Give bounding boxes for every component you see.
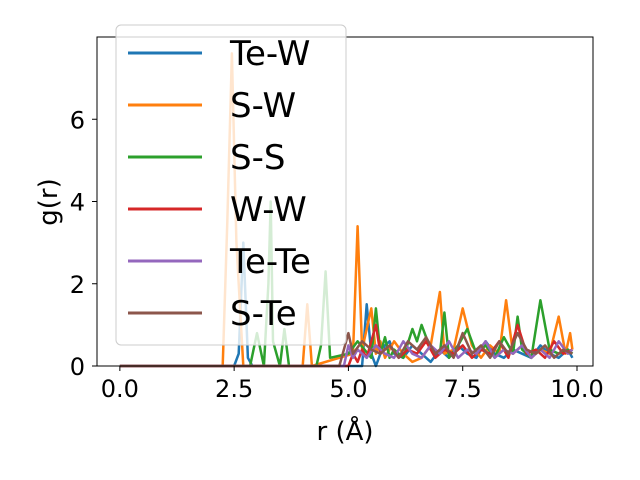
legend-label: S-Te	[230, 294, 297, 334]
y-axis: 0 2 4 6	[70, 106, 97, 381]
legend-label: S-S	[230, 138, 285, 178]
y-tick-label: 6	[70, 106, 85, 134]
x-axis-label: r (Å)	[316, 415, 373, 447]
series-line-te-te	[119, 340, 574, 368]
x-tick-label: 0.0	[101, 375, 139, 403]
legend-label: Te-Te	[229, 242, 311, 282]
legend: Te-W S-W S-S W-W Te-Te S-Te	[115, 24, 347, 346]
legend-items: Te-W S-W S-S W-W Te-Te S-Te	[128, 34, 311, 334]
x-tick-label: 7.5	[444, 375, 482, 403]
x-axis: 0.0 2.5 5.0 7.5 10.0	[101, 366, 604, 403]
legend-label: S-W	[230, 86, 296, 126]
x-tick-label: 5.0	[329, 375, 367, 403]
y-tick-label: 4	[70, 189, 85, 217]
legend-label: Te-W	[229, 34, 310, 74]
y-tick-label: 0	[70, 353, 85, 381]
legend-label: W-W	[230, 190, 307, 230]
x-tick-label: 10.0	[550, 375, 603, 403]
y-tick-label: 2	[70, 271, 85, 299]
y-axis-label: g(r)	[34, 178, 64, 225]
x-tick-label: 2.5	[215, 375, 253, 403]
series-line-s-te	[119, 331, 573, 368]
